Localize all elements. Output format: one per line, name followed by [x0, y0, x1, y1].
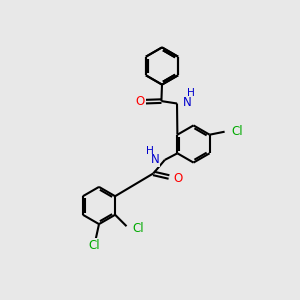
- Text: N: N: [151, 153, 159, 167]
- Text: O: O: [173, 172, 182, 185]
- Text: O: O: [136, 95, 145, 108]
- Text: Cl: Cl: [88, 239, 100, 252]
- Text: Cl: Cl: [231, 125, 243, 138]
- Text: Cl: Cl: [132, 222, 143, 235]
- Text: H: H: [188, 88, 195, 98]
- Text: N: N: [182, 95, 191, 109]
- Text: H: H: [146, 146, 154, 156]
